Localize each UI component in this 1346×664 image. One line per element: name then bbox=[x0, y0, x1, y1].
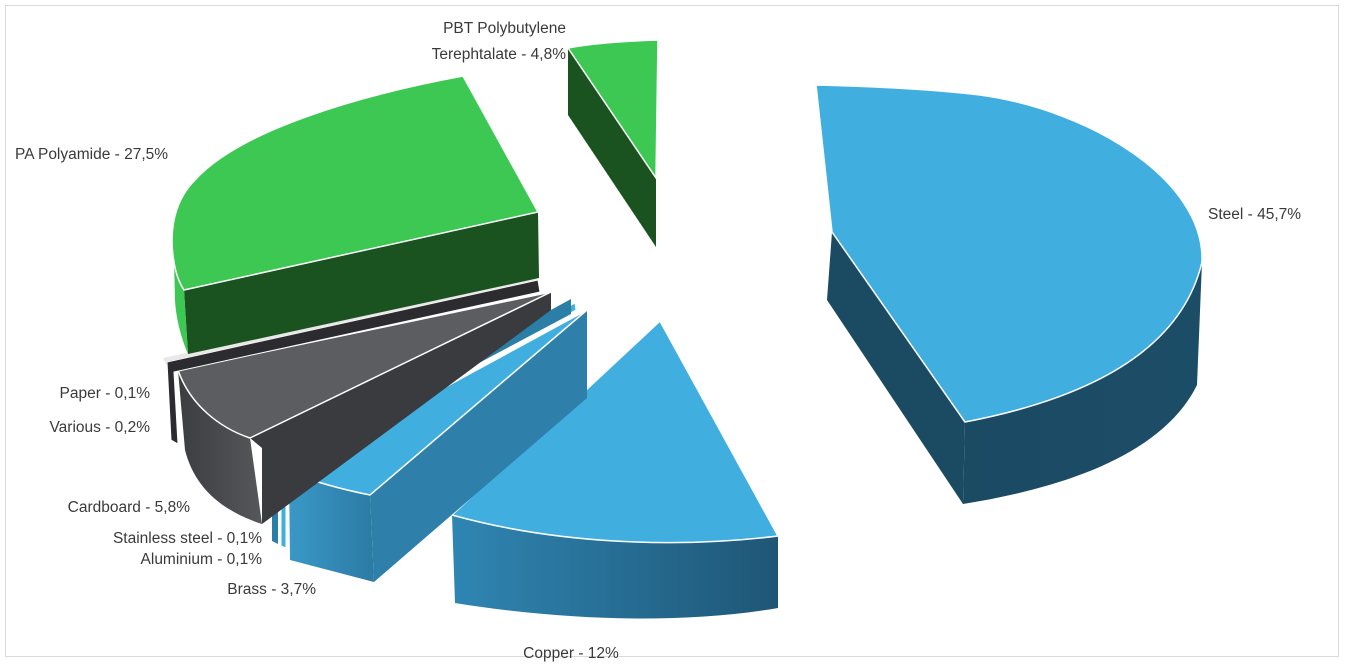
slice-steel-side bbox=[827, 232, 965, 504]
slice-pa-rim bbox=[174, 262, 188, 354]
label-pa-polyamide: PA Polyamide - 27,5% bbox=[15, 146, 168, 163]
label-copper: Copper - 12% bbox=[523, 645, 619, 662]
slice-brass-rim bbox=[289, 472, 374, 582]
slice-stainless-shape bbox=[272, 299, 571, 544]
slice-pa-top bbox=[171, 75, 540, 291]
slice-steel-top bbox=[815, 84, 1203, 423]
slice-cardboard-rim bbox=[178, 370, 262, 524]
slice-pbt-top bbox=[566, 39, 659, 181]
slice-cardboard[interactable] bbox=[177, 291, 552, 524]
slice-steel[interactable] bbox=[815, 84, 1203, 504]
label-various: Various - 0,2% bbox=[49, 419, 150, 436]
slice-pa-side bbox=[184, 212, 539, 354]
label-brass: Brass - 3,7% bbox=[227, 581, 316, 598]
slice-pbt[interactable] bbox=[566, 39, 659, 247]
label-aluminium: Aluminium - 0,1% bbox=[141, 551, 263, 568]
slice-various-shape bbox=[166, 279, 541, 445]
label-steel: Steel - 45,7% bbox=[1208, 206, 1301, 223]
slice-pbt-side bbox=[568, 48, 656, 247]
slice-cardboard-top bbox=[177, 291, 552, 439]
slice-copper[interactable] bbox=[450, 319, 780, 619]
label-pbt-line2: Terephtalate - 4,8% bbox=[432, 46, 567, 63]
slice-various[interactable] bbox=[166, 279, 541, 445]
slice-stainless-steel[interactable] bbox=[272, 299, 571, 544]
label-paper: Paper - 0,1% bbox=[60, 385, 151, 402]
label-stainless-steel: Stainless steel - 0,1% bbox=[113, 530, 262, 547]
slice-copper-top bbox=[450, 319, 780, 544]
slice-steel-rim bbox=[963, 262, 1202, 504]
slice-copper-rim bbox=[452, 515, 778, 619]
slice-brass-side bbox=[370, 310, 587, 582]
label-cardboard: Cardboard - 5,8% bbox=[68, 499, 191, 516]
slice-pa-polyamide[interactable] bbox=[171, 75, 540, 354]
slice-cardboard-side bbox=[250, 292, 551, 524]
label-pbt-line1: PBT Polybutylene bbox=[443, 20, 566, 37]
